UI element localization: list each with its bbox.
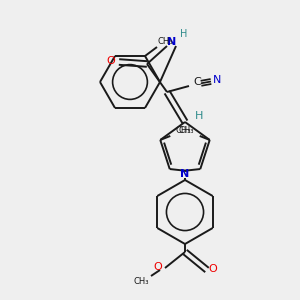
Text: CH₃: CH₃	[133, 277, 149, 286]
Text: O: O	[208, 264, 217, 274]
Text: CH₃: CH₃	[157, 37, 173, 46]
Text: N: N	[180, 169, 190, 179]
Text: C: C	[193, 77, 201, 87]
Text: O: O	[106, 56, 116, 66]
Text: N: N	[167, 37, 177, 47]
Text: H: H	[180, 29, 188, 39]
Text: CH₃: CH₃	[176, 127, 191, 136]
Text: CH₃: CH₃	[179, 127, 194, 136]
Text: O: O	[154, 262, 162, 272]
Text: H: H	[195, 111, 203, 121]
Text: N: N	[213, 75, 221, 85]
